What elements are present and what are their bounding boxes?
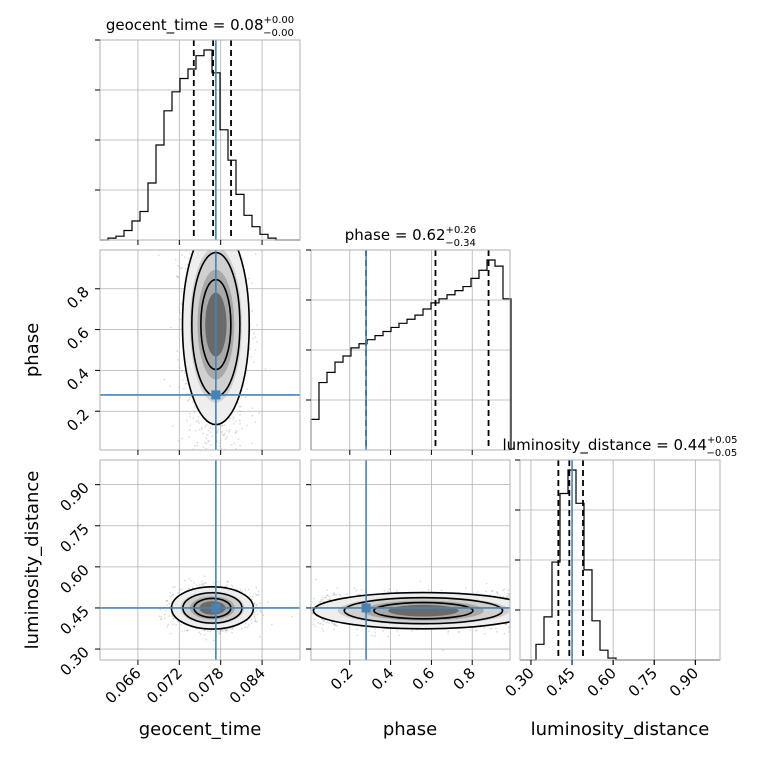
grid-1-2	[311, 460, 510, 660]
x-tick-label: 0.90	[666, 664, 702, 700]
grid-1-1	[311, 250, 510, 450]
y-tick-label: 0.2	[63, 405, 93, 435]
x-tick-label: 0.066	[102, 664, 145, 707]
grid-2-2	[520, 460, 720, 660]
x-tick-label: 0.072	[143, 664, 186, 707]
histogram-phase	[310, 259, 512, 450]
panel-frame	[99, 459, 301, 661]
y-tick-label: 0.75	[56, 520, 92, 556]
truth-marker	[211, 390, 221, 400]
x-tick-label: 0.30	[501, 664, 537, 700]
y-tick-label: 0.6	[63, 324, 93, 354]
y-axis-label-phase: phase	[22, 323, 43, 377]
histogram-geocent_time	[100, 49, 300, 241]
grid-0-0	[100, 40, 300, 240]
truth-marker	[211, 603, 221, 613]
x-tick-label: 0.45	[543, 664, 579, 700]
title-geocent_time: geocent_time = 0.08+0.00 −0.00	[106, 15, 294, 39]
x-tick-label: 0.084	[226, 664, 269, 707]
scatter-phase-luminosity_distance	[311, 578, 510, 652]
x-tick-label: 0.75	[625, 664, 661, 700]
x-tick-label: 0.8	[449, 664, 479, 694]
title-luminosity_distance: luminosity_distance = 0.44+0.05 −0.05	[502, 435, 737, 459]
histogram-luminosity_distance	[520, 469, 720, 661]
x-tick-label: 0.2	[327, 664, 357, 694]
x-tick-label: 0.60	[584, 664, 620, 700]
panel-frame	[310, 459, 511, 661]
title-phase: phase = 0.62+0.26 −0.34	[345, 225, 476, 249]
x-tick-label: 0.4	[368, 664, 398, 694]
y-tick-label: 0.4	[63, 365, 93, 395]
x-axis-label-geocent_time: geocent_time	[139, 719, 262, 740]
x-tick-label: 0.6	[409, 664, 439, 694]
density-contour	[312, 591, 510, 630]
density-contour	[373, 601, 474, 620]
y-tick-label: 0.60	[56, 561, 92, 597]
x-tick-label: 0.078	[184, 664, 227, 707]
y-tick-label: 0.90	[56, 479, 92, 515]
panel-frame	[99, 249, 301, 451]
x-axis-label-phase: phase	[383, 719, 437, 740]
y-tick-label: 0.8	[63, 283, 93, 313]
y-tick-label: 0.45	[56, 602, 92, 638]
x-axis-label-luminosity_distance: luminosity_distance	[531, 719, 710, 740]
scatter-geocent_time-phase	[157, 250, 267, 450]
density-contour	[343, 596, 504, 625]
y-axis-label-luminosity_distance: luminosity_distance	[22, 471, 43, 650]
y-tick-label: 0.30	[56, 643, 92, 679]
truth-marker	[361, 603, 371, 613]
grid-0-2	[100, 460, 300, 660]
